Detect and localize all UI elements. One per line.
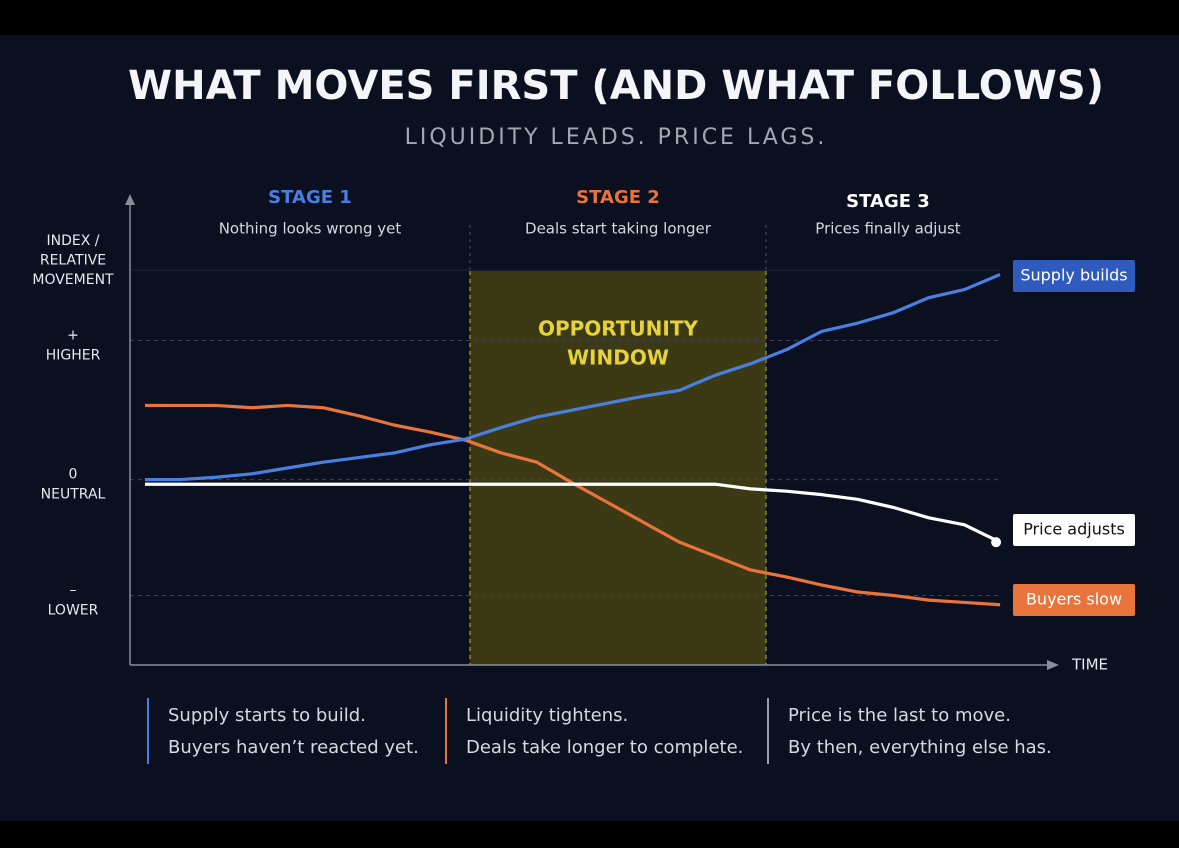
stage-title: STAGE 3 — [846, 191, 930, 212]
stage-description: Prices finally adjust — [815, 220, 961, 238]
note-text: Supply starts to build. — [168, 705, 366, 726]
stage-description: Nothing looks wrong yet — [219, 220, 402, 238]
legend-box — [1013, 514, 1135, 546]
note-text: By then, everything else has. — [788, 737, 1052, 758]
chart-title: WHAT MOVES FIRST (AND WHAT FOLLOWS) — [128, 63, 1104, 109]
stage-title: STAGE 1 — [268, 187, 352, 208]
stage-description: Deals start taking longer — [525, 220, 712, 238]
y-tick-label: + — [67, 328, 79, 344]
note-text: Deals take longer to complete. — [466, 737, 743, 758]
stage-title: STAGE 2 — [576, 187, 660, 208]
y-axis-label: RELATIVE — [40, 253, 106, 269]
y-axis-arrow — [125, 194, 135, 205]
y-axis-label: MOVEMENT — [32, 272, 114, 288]
y-tick-label: HIGHER — [46, 348, 101, 364]
y-axis-label: INDEX / — [47, 233, 100, 249]
legend-box — [1013, 260, 1135, 292]
x-axis-arrow — [1047, 660, 1059, 670]
series-line — [144, 273, 1001, 482]
y-tick-label: LOWER — [48, 602, 99, 618]
y-tick-label: NEUTRAL — [41, 487, 106, 503]
x-axis-label: TIME — [1071, 656, 1108, 674]
window-label: WINDOW — [567, 346, 669, 370]
note-text: Price is the last to move. — [788, 705, 1011, 726]
opportunity-window — [469, 271, 766, 665]
y-tick-label: 0 — [69, 467, 78, 483]
note-text: Buyers haven’t reacted yet. — [168, 737, 419, 758]
y-tick-label: – — [70, 582, 77, 598]
chart-subtitle: LIQUIDITY LEADS. PRICE LAGS. — [405, 125, 828, 150]
window-label: OPPORTUNITY — [538, 317, 699, 341]
end-point — [991, 537, 1002, 548]
legend-label: Price adjusts — [1023, 520, 1125, 539]
legend-label: Buyers slow — [1026, 590, 1122, 609]
series-line — [144, 482, 1001, 544]
legend-label: Supply builds — [1020, 266, 1127, 285]
note-text: Liquidity tightens. — [466, 705, 628, 726]
legend-box — [1013, 584, 1135, 616]
